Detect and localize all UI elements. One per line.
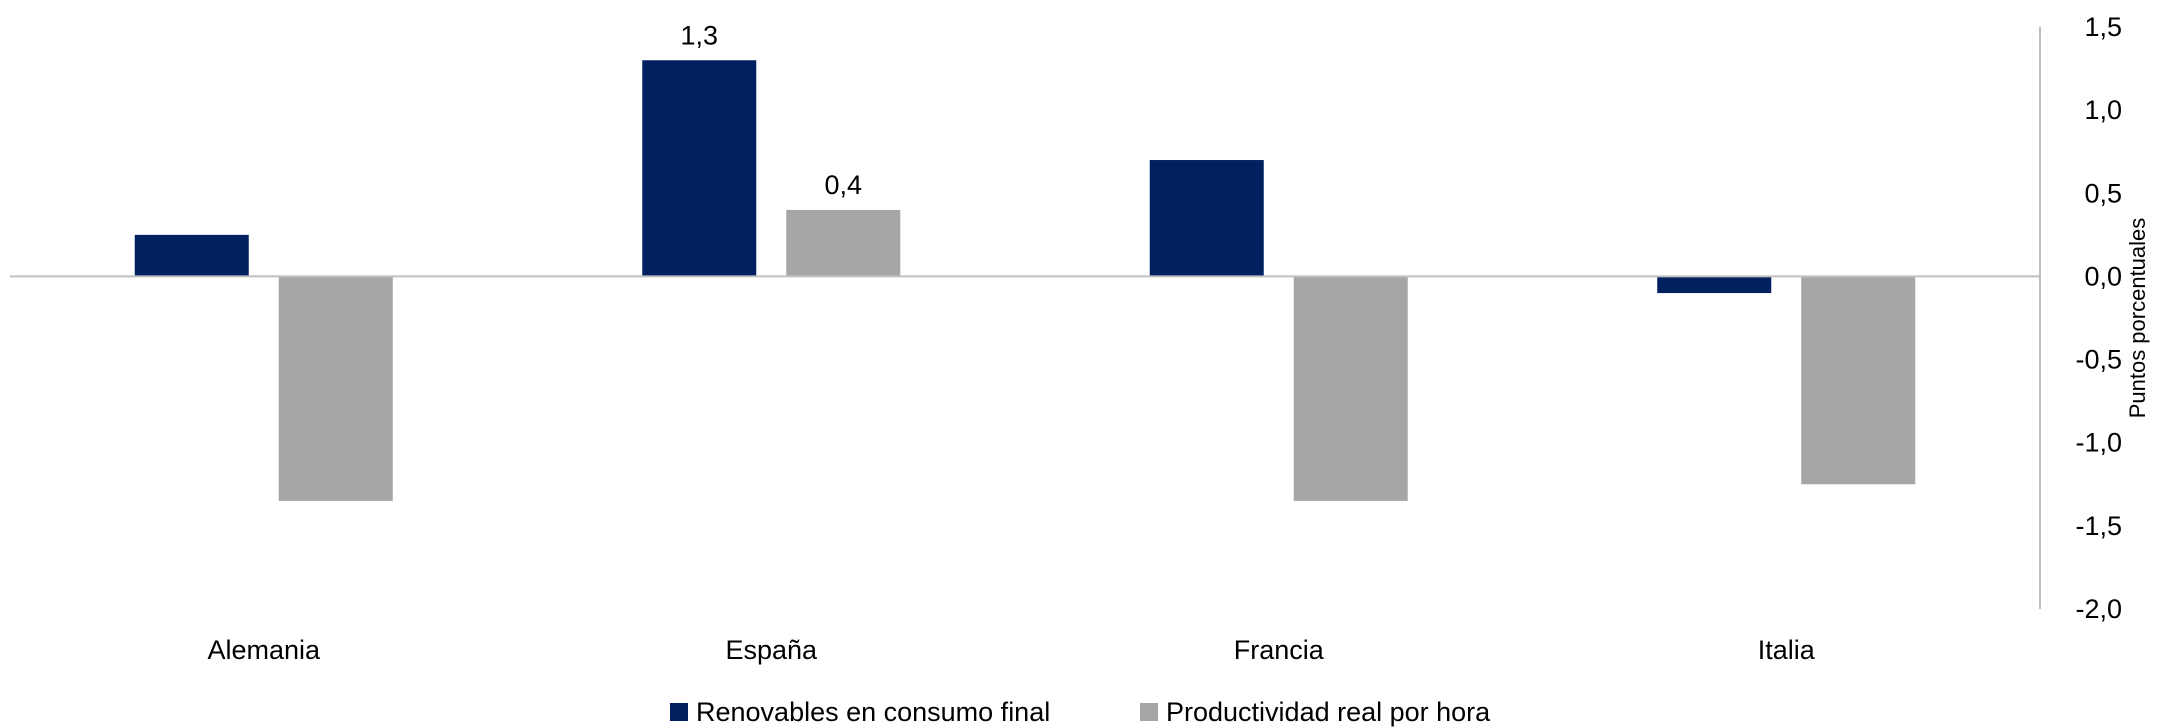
y-tick-label: -0,5 bbox=[2075, 345, 2122, 375]
y-tick-label: -2,0 bbox=[2075, 594, 2122, 624]
data-label: 0,4 bbox=[824, 170, 862, 200]
bars-group bbox=[134, 60, 1916, 501]
y-axis-title: Puntos porcentuales bbox=[2125, 218, 2150, 419]
legend-label-series-1: Renovables en consumo final bbox=[696, 697, 1050, 727]
y-tick-label: 1,5 bbox=[2084, 12, 2122, 42]
bar-italia-series-1 bbox=[1657, 276, 1772, 294]
data-label: 1,3 bbox=[680, 20, 718, 50]
legend-swatch-series-2 bbox=[1140, 703, 1158, 721]
y-tick-label: 1,0 bbox=[2084, 95, 2122, 125]
bar-francia-series-1 bbox=[1149, 160, 1264, 277]
bar-españa-series-2 bbox=[786, 209, 901, 277]
x-tick-label: Italia bbox=[1758, 635, 1816, 665]
x-tick-label: Alemania bbox=[207, 635, 321, 665]
bar-alemania-series-2 bbox=[278, 276, 393, 501]
y-tick-label: 0,0 bbox=[2084, 261, 2122, 291]
bar-alemania-series-1 bbox=[134, 234, 249, 277]
y-axis-ticks: 1,5 1,0 0,5 0,0 -0,5 -1,0 -1,5 -2,0 bbox=[2075, 12, 2122, 624]
bar-españa-series-1 bbox=[642, 60, 757, 277]
x-tick-label: España bbox=[725, 635, 818, 665]
bar-francia-series-2 bbox=[1293, 276, 1408, 501]
legend-swatch-series-1 bbox=[670, 703, 688, 721]
x-tick-label: Francia bbox=[1234, 635, 1325, 665]
data-labels-group: 1,3 0,4 bbox=[680, 20, 862, 200]
bar-italia-series-2 bbox=[1801, 276, 1916, 485]
y-tick-label: -1,0 bbox=[2075, 428, 2122, 458]
x-axis-categories: Alemania España Francia Italia bbox=[207, 635, 1815, 665]
y-tick-label: 0,5 bbox=[2084, 178, 2122, 208]
legend-label-series-2: Productividad real por hora bbox=[1166, 697, 1491, 727]
legend: Renovables en consumo final Productividad… bbox=[670, 697, 1491, 727]
y-tick-label: -1,5 bbox=[2075, 511, 2122, 541]
